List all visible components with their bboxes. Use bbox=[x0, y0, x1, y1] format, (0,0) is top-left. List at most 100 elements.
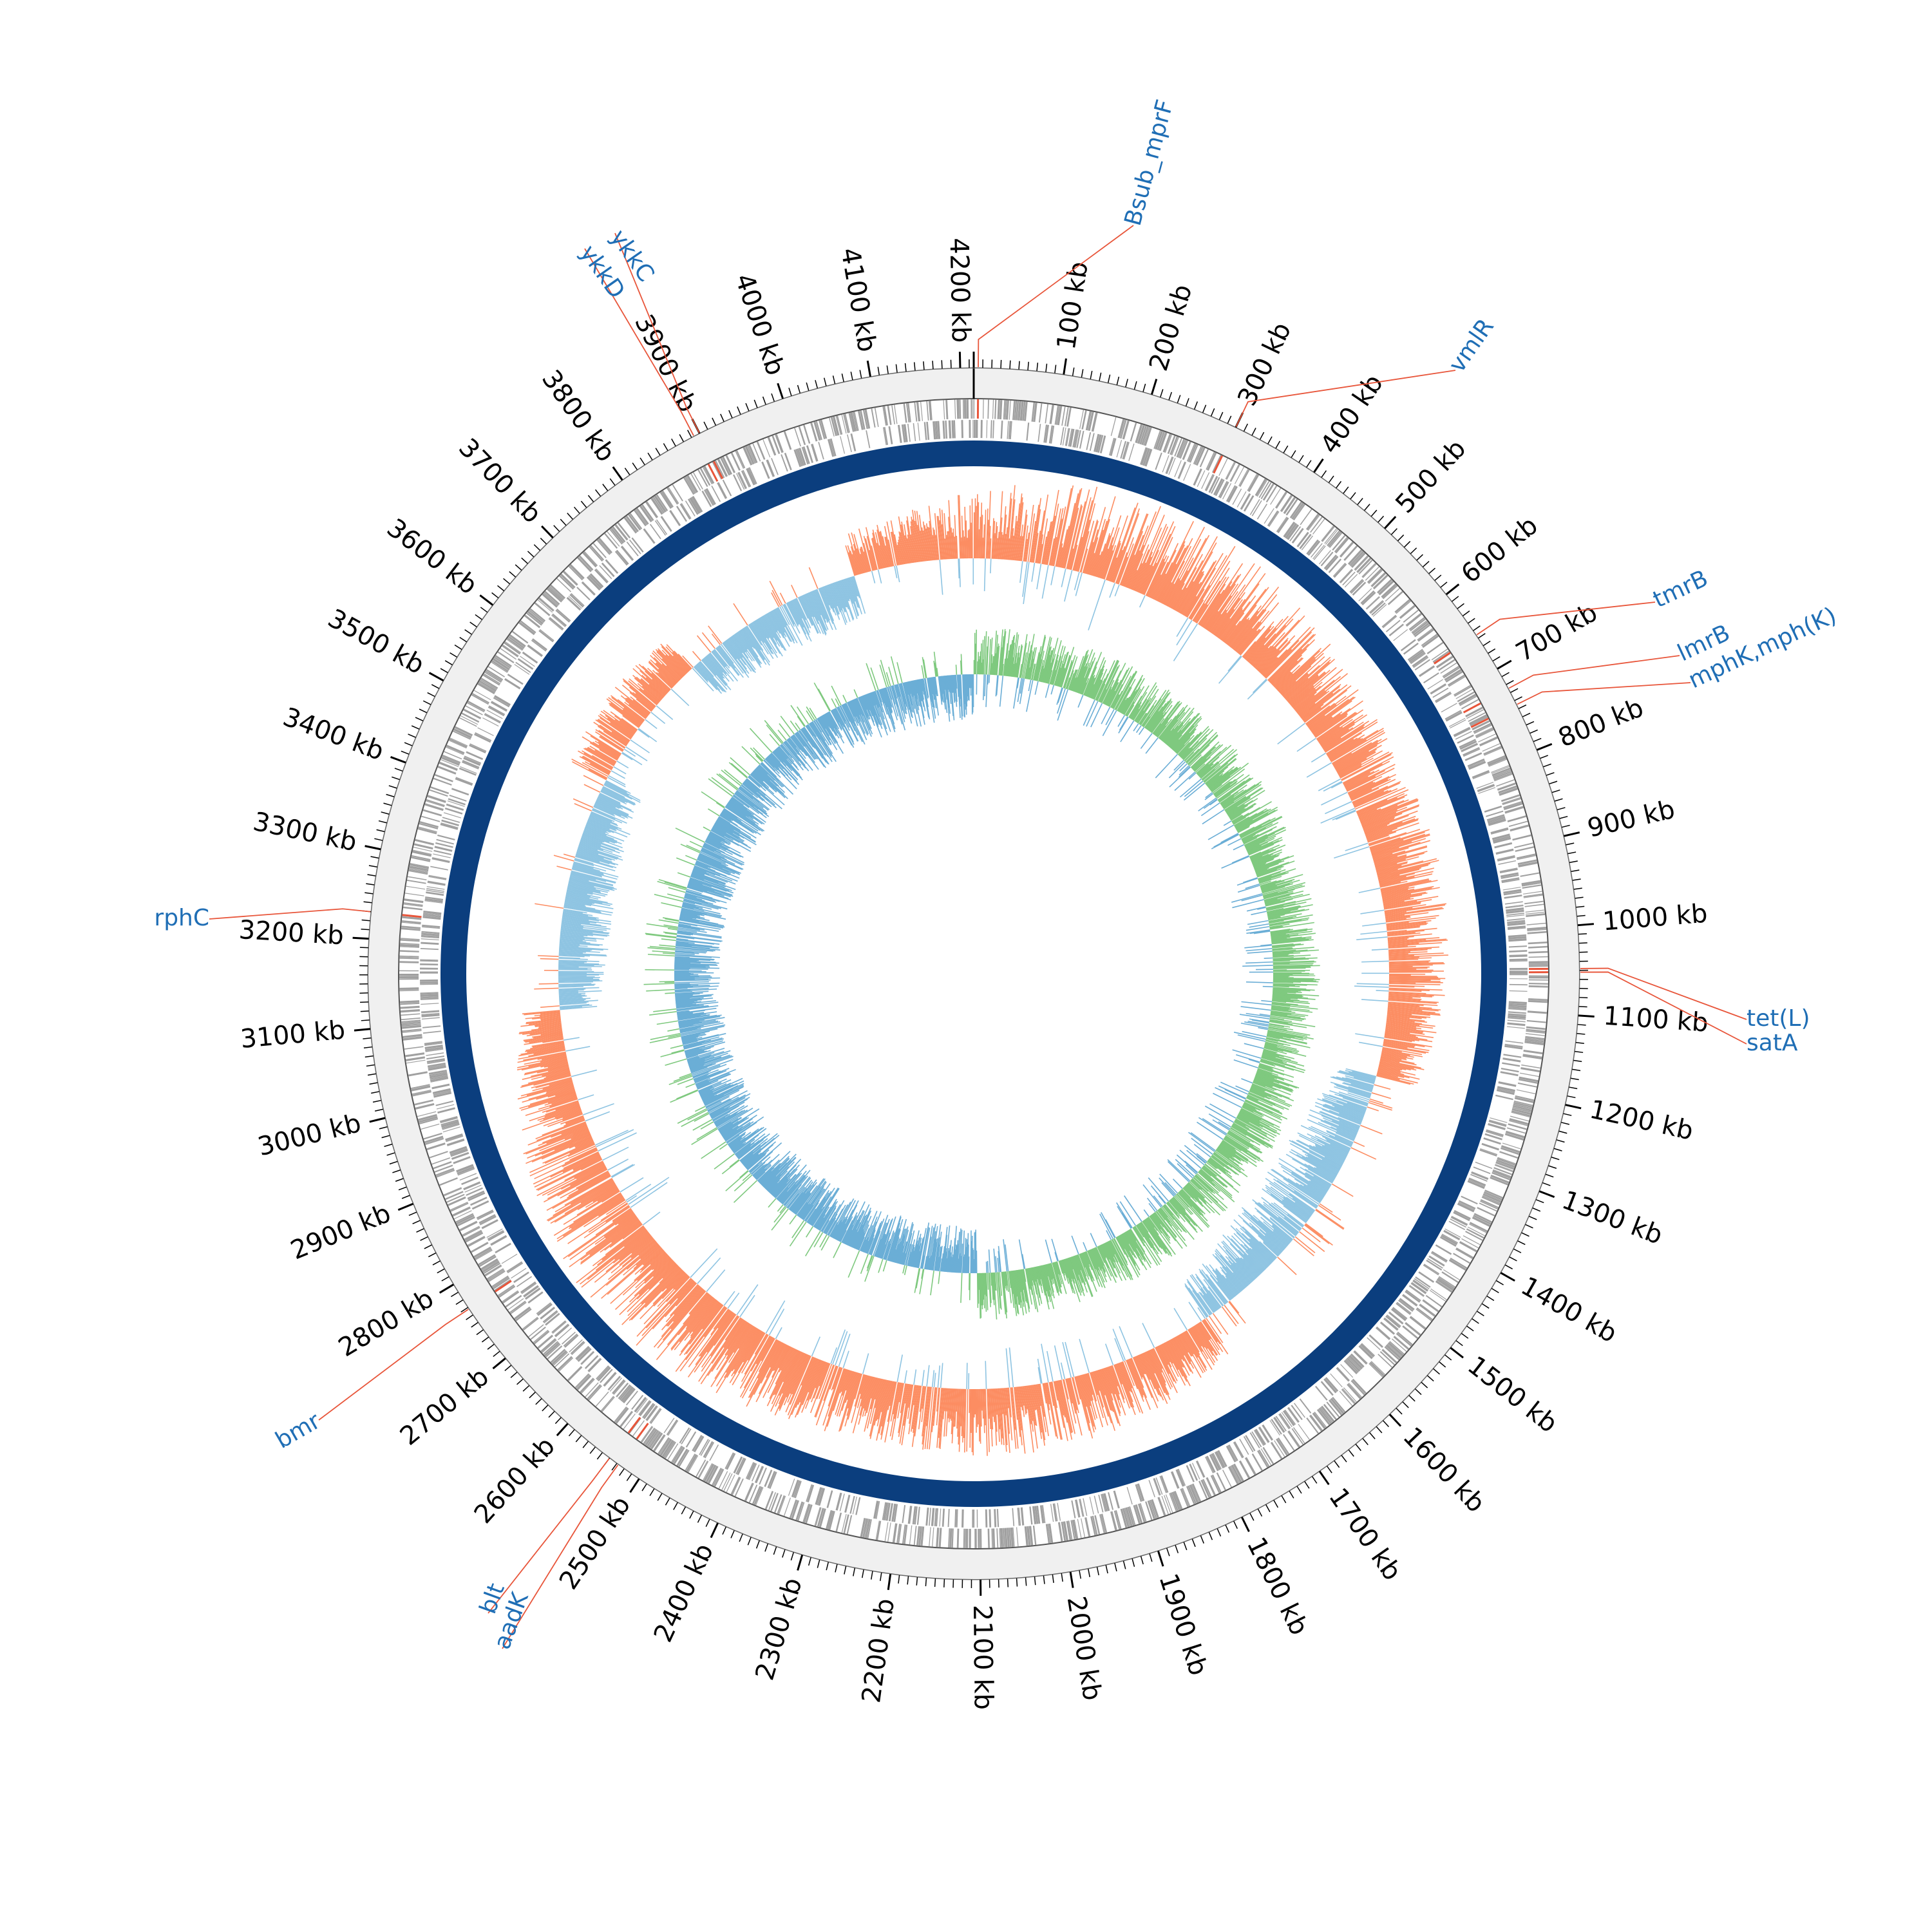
cds-feature bbox=[544, 1342, 560, 1357]
cds-feature bbox=[621, 1387, 634, 1402]
cds-feature bbox=[648, 1430, 660, 1448]
cds-feature bbox=[1412, 1279, 1429, 1292]
gc-content-bar bbox=[1319, 1203, 1333, 1213]
cds-feature bbox=[735, 1457, 745, 1475]
gc-content-bar bbox=[1221, 1241, 1256, 1280]
cds-feature bbox=[1527, 927, 1547, 931]
cds-feature bbox=[935, 1508, 938, 1527]
cds-feature bbox=[420, 998, 439, 1000]
gc-content-bar bbox=[1159, 545, 1188, 603]
gc-content-bar bbox=[1018, 524, 1023, 561]
major-tick bbox=[354, 1028, 371, 1032]
gc-content-bar bbox=[942, 1388, 946, 1419]
cds-feature bbox=[1517, 855, 1537, 860]
gc-content-bar bbox=[1051, 507, 1064, 566]
cds-feature bbox=[623, 1413, 636, 1430]
gc-content-bar bbox=[1383, 1044, 1429, 1054]
cds-feature bbox=[585, 1382, 599, 1397]
cds-feature bbox=[1478, 734, 1496, 743]
minor-tick bbox=[363, 1046, 372, 1049]
minor-tick bbox=[1265, 1504, 1271, 1513]
cds-feature bbox=[1072, 429, 1077, 448]
cds-feature bbox=[1332, 1396, 1346, 1413]
minor-tick bbox=[895, 364, 898, 373]
cds-feature bbox=[929, 1508, 931, 1526]
cds-feature bbox=[626, 541, 639, 556]
gc-content-bar bbox=[1252, 645, 1272, 667]
gc-content-bar bbox=[1207, 595, 1232, 631]
gc-content-bar bbox=[1144, 1352, 1155, 1374]
gc-content-bar bbox=[563, 853, 576, 858]
cds-feature bbox=[705, 1464, 717, 1483]
gc-content-bar bbox=[1109, 1366, 1120, 1395]
cds-feature bbox=[943, 400, 945, 420]
cds-feature bbox=[1509, 990, 1528, 992]
gc-content-bar bbox=[1171, 1338, 1184, 1361]
cds-feature bbox=[898, 1524, 902, 1544]
cds-feature bbox=[480, 679, 497, 690]
cds-feature bbox=[1490, 1117, 1508, 1123]
tick-label: 900 kb bbox=[1585, 795, 1678, 844]
cds-feature bbox=[813, 421, 821, 441]
cds-feature bbox=[990, 420, 992, 439]
cds-feature bbox=[482, 674, 500, 686]
gc-content-bar bbox=[1343, 763, 1383, 784]
cds-feature bbox=[507, 636, 525, 649]
cds-feature bbox=[854, 412, 859, 431]
cds-feature bbox=[464, 755, 482, 764]
gc-content-bar bbox=[1307, 1168, 1333, 1184]
gc-content-bar bbox=[1387, 923, 1427, 929]
gc-content-bar bbox=[540, 1005, 560, 1008]
gc-content-bar bbox=[797, 1359, 820, 1416]
cds-feature bbox=[1454, 685, 1471, 696]
minor-tick bbox=[365, 892, 374, 895]
gc-content-bar bbox=[876, 1379, 886, 1421]
gc-content-bar bbox=[878, 1380, 891, 1434]
minor-tick bbox=[386, 1152, 395, 1156]
gc-content-bar bbox=[1137, 1355, 1146, 1375]
cds-feature bbox=[1094, 1515, 1101, 1535]
gc-content-bar bbox=[1359, 798, 1418, 822]
gc-content-bar bbox=[998, 1388, 1003, 1439]
minor-tick bbox=[602, 484, 609, 491]
minor-tick bbox=[1477, 1311, 1484, 1316]
cds-feature bbox=[1467, 1180, 1485, 1189]
minor-tick bbox=[730, 1530, 735, 1539]
cds-feature bbox=[1505, 1130, 1525, 1139]
cds-feature bbox=[1332, 535, 1346, 551]
gc-content-bar bbox=[1383, 897, 1410, 904]
cds-feature bbox=[905, 402, 910, 423]
gc-content-bar bbox=[1319, 714, 1363, 744]
gc-content-bar bbox=[1127, 506, 1161, 589]
minor-tick bbox=[540, 538, 547, 545]
tick-label: 2900 kb bbox=[287, 1198, 395, 1265]
gc-content-bar bbox=[1099, 1369, 1114, 1412]
gc-content-bar bbox=[1234, 628, 1253, 651]
cds-feature bbox=[1358, 1345, 1374, 1359]
gc-content-bar bbox=[1367, 835, 1389, 843]
gc-content-bar bbox=[1023, 1386, 1028, 1414]
major-tick bbox=[369, 1117, 386, 1123]
cds-feature bbox=[661, 1439, 674, 1457]
gc-content-bar bbox=[1027, 1385, 1034, 1421]
cds-feature bbox=[1486, 1129, 1504, 1135]
gc-content-bar bbox=[1362, 922, 1387, 927]
gc-content-bar bbox=[1089, 529, 1104, 576]
gc-content-bar bbox=[1061, 568, 1066, 587]
cds-feature bbox=[493, 697, 510, 707]
cds-feature bbox=[1502, 798, 1521, 806]
gc-content-bar bbox=[1331, 730, 1385, 762]
gc-content-bar bbox=[778, 1352, 805, 1409]
cds-feature bbox=[1225, 461, 1235, 480]
gc-content-bar bbox=[791, 584, 798, 598]
cds-feature bbox=[1409, 651, 1425, 663]
cds-feature bbox=[904, 1524, 908, 1544]
gc-content-bar bbox=[957, 1388, 960, 1437]
cds-feature bbox=[1186, 1486, 1195, 1505]
gc-content-bar bbox=[890, 1382, 899, 1422]
gc-content-bar bbox=[1289, 1151, 1336, 1179]
gc-content-bar bbox=[1127, 1359, 1144, 1398]
cds-feature bbox=[938, 1528, 942, 1548]
minor-tick bbox=[427, 692, 435, 697]
gc-content-bar bbox=[1014, 1387, 1018, 1420]
